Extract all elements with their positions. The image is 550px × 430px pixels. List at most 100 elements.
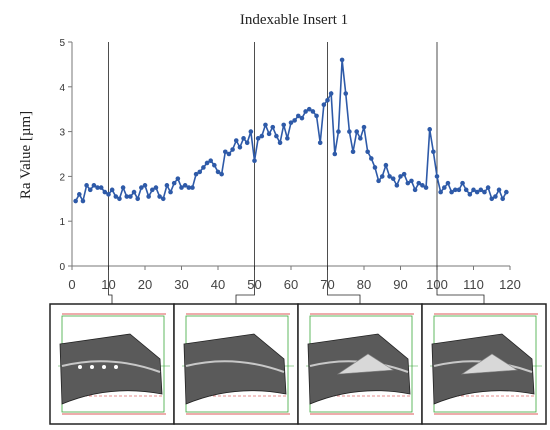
insert-surface	[59, 333, 163, 405]
data-point	[124, 194, 130, 199]
data-point	[266, 131, 272, 137]
data-point	[230, 147, 235, 152]
data-point	[405, 180, 411, 186]
callout-line	[327, 42, 361, 304]
data-point	[347, 129, 352, 134]
data-point	[336, 129, 341, 134]
data-point	[91, 183, 97, 188]
data-point	[80, 198, 86, 204]
y-tick-label: 3	[59, 128, 65, 139]
data-point	[193, 171, 199, 177]
data-point	[98, 185, 104, 190]
data-point	[252, 158, 257, 164]
data-point	[109, 187, 115, 193]
data-point	[358, 136, 363, 141]
data-point	[277, 140, 283, 146]
microscope-panel	[173, 303, 299, 425]
data-point	[456, 187, 462, 193]
data-point	[292, 118, 297, 123]
data-point	[135, 196, 140, 202]
data-point	[212, 162, 217, 168]
data-point	[223, 149, 228, 155]
data-point	[168, 189, 173, 195]
data-point	[372, 165, 378, 170]
data-point	[442, 185, 447, 190]
data-point	[485, 185, 491, 190]
data-point	[449, 189, 454, 195]
data-point	[343, 91, 349, 96]
data-point	[182, 183, 188, 188]
data-point	[197, 169, 203, 175]
data-point	[233, 138, 239, 143]
data-point	[361, 124, 367, 130]
data-point	[387, 174, 392, 179]
x-tick-label: 0	[68, 277, 75, 292]
cutting-edge	[185, 360, 285, 373]
data-point	[208, 158, 213, 164]
data-point	[157, 194, 162, 199]
data-point	[416, 180, 422, 186]
data-point	[87, 187, 93, 193]
data-point	[288, 120, 294, 125]
data-point	[164, 183, 170, 188]
series-line	[73, 57, 509, 204]
data-point	[445, 180, 451, 186]
callout-line	[235, 42, 255, 304]
data-point	[354, 129, 360, 134]
x-tick-label: 20	[138, 277, 152, 292]
callout-line	[436, 42, 485, 304]
data-point	[332, 151, 338, 157]
data-point	[317, 140, 323, 146]
data-point	[474, 189, 480, 195]
data-point	[471, 187, 476, 193]
data-point	[95, 185, 100, 190]
microscope-panel	[421, 303, 547, 425]
data-point	[186, 185, 192, 190]
data-point	[131, 189, 137, 195]
data-point	[496, 187, 502, 193]
data-point	[120, 185, 126, 190]
data-point	[376, 178, 381, 184]
edge-mark	[114, 365, 118, 369]
data-point	[438, 189, 443, 195]
data-point	[339, 57, 345, 63]
x-tick-label: 40	[211, 277, 225, 292]
data-point	[142, 183, 148, 188]
x-tick-label: 110	[463, 277, 484, 292]
x-tick-label: 30	[174, 277, 188, 292]
wear-zone	[460, 353, 518, 375]
data-point	[255, 136, 261, 141]
x-tick-label: 60	[284, 277, 298, 292]
data-point	[325, 97, 330, 103]
x-ticks: 0 10 20 30 40 50 60 70 80 90 100 110 120	[68, 266, 521, 292]
data-point	[390, 176, 396, 181]
data-point	[401, 171, 407, 177]
data-point	[328, 91, 334, 96]
microscope-panels	[49, 303, 547, 425]
data-point	[113, 194, 119, 199]
edge-mark	[78, 365, 82, 369]
data-point	[153, 185, 159, 190]
y-tick-label: 5	[59, 38, 65, 49]
y-axis-label: Ra Value [µm]	[18, 111, 34, 199]
y-ticks: 0 1 2 3 4 5	[59, 38, 72, 273]
data-point	[434, 174, 440, 179]
data-point	[420, 183, 425, 188]
data-point	[237, 144, 243, 150]
data-point	[215, 169, 221, 175]
data-point	[146, 194, 151, 199]
data-point	[117, 196, 122, 202]
data-point	[383, 162, 389, 168]
data-point	[77, 192, 82, 197]
data-point	[394, 183, 400, 188]
data-point	[274, 133, 279, 139]
data-point	[314, 113, 319, 119]
chart-title: Indexable Insert 1	[240, 12, 348, 28]
microscope-panel	[297, 303, 423, 425]
data-point	[296, 113, 301, 119]
cutting-edge	[61, 360, 161, 373]
data-point	[412, 187, 418, 193]
data-point	[299, 115, 305, 121]
data-point	[460, 180, 465, 186]
